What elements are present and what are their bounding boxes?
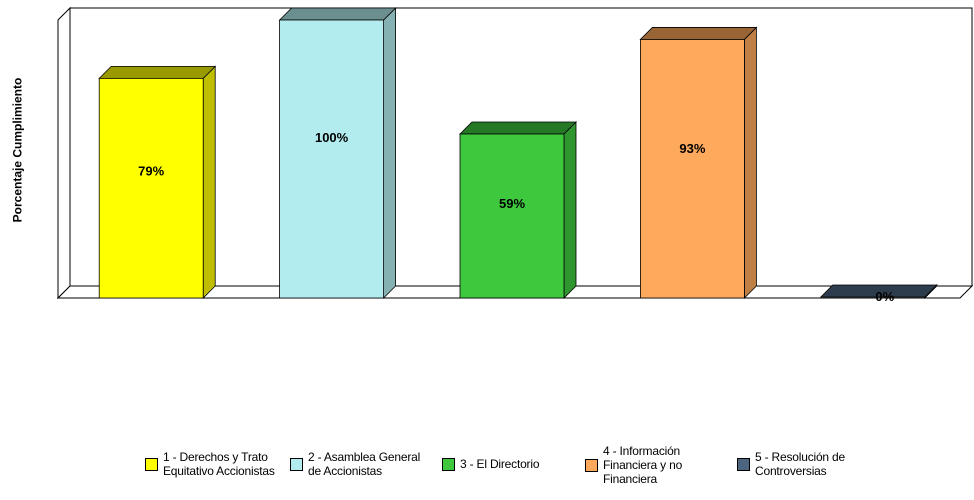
bar-3	[459, 133, 565, 299]
bar-top-5	[819, 284, 938, 298]
data-label-4: 93%	[679, 141, 705, 156]
legend-swatch-2	[290, 457, 303, 471]
bar-top-1	[98, 65, 217, 79]
legend-label-2: 2 - Asamblea General de Accionistas	[308, 450, 421, 478]
bar-top-3	[459, 121, 577, 135]
data-label-5: 0%	[875, 289, 894, 304]
data-label-3: 59%	[499, 196, 525, 211]
legend-item-5: 5 - Resolución de Controversias	[737, 450, 845, 478]
legend-label-3: 3 - El Directorio	[460, 457, 540, 471]
legend-item-3: 3 - El Directorio	[442, 457, 539, 471]
bar-top-4	[639, 27, 758, 40]
data-label-2: 100%	[315, 130, 349, 145]
plot-side-wall	[57, 6, 71, 300]
bar-top-2	[278, 7, 397, 21]
bar-side-4	[744, 26, 757, 299]
legend-item-2: 2 - Asamblea General de Accionistas	[290, 450, 420, 478]
bar-2	[279, 19, 385, 299]
legend-swatch-5	[737, 457, 750, 471]
bar-side-3	[563, 121, 577, 299]
bar-1	[98, 77, 204, 299]
y-axis-label-container: Porcentaje Cumplimiento	[6, 30, 28, 270]
legend-label-1: 1 - Derechos y Trato Equitativo Accionis…	[163, 450, 275, 478]
bar-side-2	[383, 7, 397, 299]
legend-label-4: 4 - Información Financiera y no Financie…	[603, 444, 683, 486]
data-label-1: 79%	[138, 164, 164, 179]
legend-item-1: 1 - Derechos y Trato Equitativo Accionis…	[145, 450, 275, 478]
bar-side-1	[202, 65, 216, 299]
legend: 1 - Derechos y Trato Equitativo Accionis…	[0, 440, 974, 500]
bar-4	[640, 39, 745, 299]
legend-swatch-3	[442, 457, 455, 471]
y-axis-label: Porcentaje Cumplimiento	[10, 77, 25, 223]
legend-item-4: 4 - Información Financiera y no Financie…	[585, 444, 682, 486]
legend-swatch-1	[145, 457, 158, 471]
legend-label-5: 5 - Resolución de Controversias	[755, 450, 845, 478]
legend-swatch-4	[585, 458, 598, 472]
